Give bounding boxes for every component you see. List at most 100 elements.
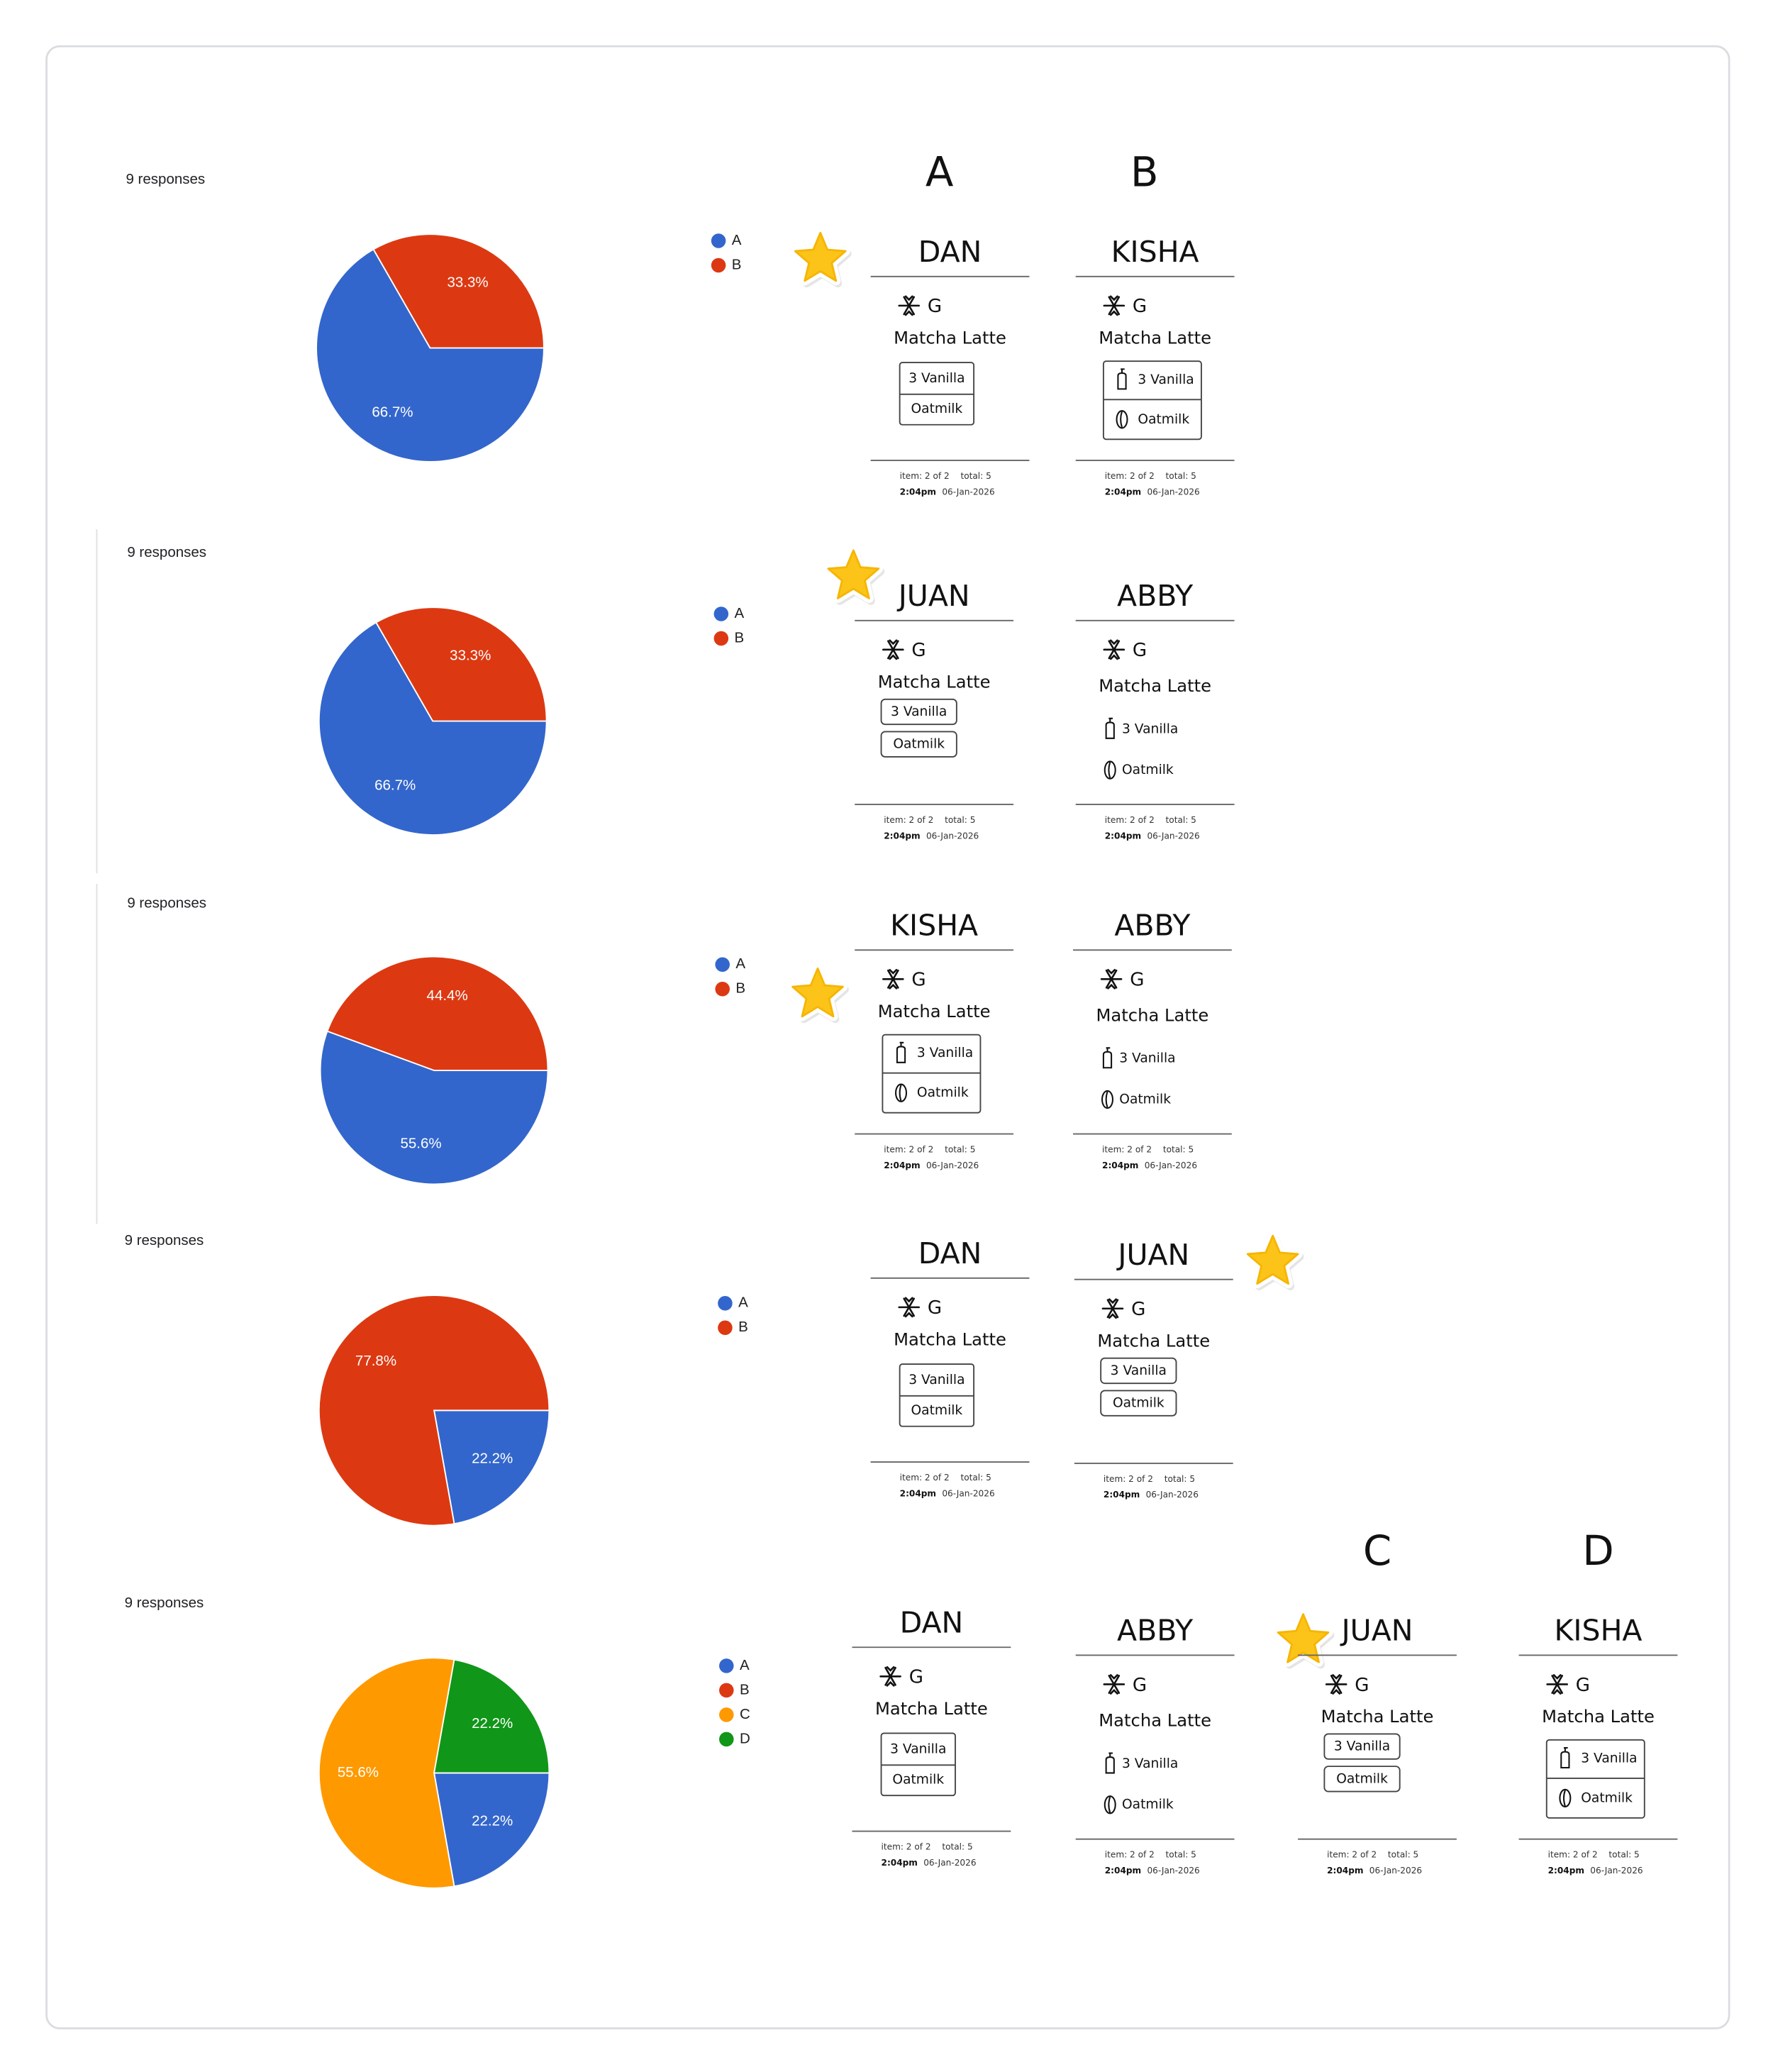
snowflake-tip [1109, 654, 1118, 660]
modifier: 3 Vanilla [908, 371, 965, 386]
customer-name: KISHA [890, 909, 978, 943]
modifier: Oatmilk [917, 1085, 969, 1100]
snowflake-icon [1103, 1674, 1126, 1695]
snowflake-icon [879, 1666, 901, 1687]
snowflake-arm [1108, 640, 1121, 660]
snowflake-tip [1332, 1674, 1341, 1680]
snowflake-tip [1109, 639, 1118, 646]
star [794, 231, 847, 282]
pie-slice [372, 233, 545, 349]
chart-subtitle: 9 responses [127, 894, 206, 911]
customer-name: ABBY [1117, 579, 1194, 613]
snowflake-tip [889, 654, 898, 660]
snowflake-arm [1105, 969, 1118, 989]
legend-swatch [715, 982, 730, 997]
modifier: Oatmilk [1122, 763, 1174, 777]
snowflake-icon [898, 1297, 921, 1318]
order-time: 2:04pm [900, 1488, 936, 1498]
column-header: B [1130, 148, 1159, 196]
item-count: item: 2 of 2 [900, 1473, 950, 1483]
modifier-pill [1100, 1390, 1177, 1417]
modifier: 3 Vanilla [1122, 1756, 1178, 1771]
snowflake-tip [1107, 983, 1116, 990]
modifier: 3 Vanilla [1334, 1739, 1390, 1754]
customer-name: KISHA [1111, 235, 1199, 269]
order-total: total: 5 [1388, 1850, 1418, 1860]
item-count: item: 2 of 2 [884, 815, 933, 825]
modifier: 3 Vanilla [1111, 1363, 1167, 1378]
legend-swatch [719, 1683, 734, 1698]
snowflake-tip [1107, 968, 1116, 975]
legend-label: D [740, 1730, 750, 1746]
milk-icon-line [1108, 1796, 1111, 1813]
snowflake-icon [1101, 1298, 1124, 1319]
slice-label: 55.6% [338, 1764, 379, 1780]
milk-icon-line [1108, 762, 1111, 779]
temperature: G [1355, 1675, 1369, 1696]
legend-label: A [735, 955, 745, 972]
slice-label: 44.4% [427, 987, 468, 1004]
drink-name: Matcha Latte [878, 671, 991, 692]
modifier: Oatmilk [893, 737, 945, 752]
order-date: 06-Jan-2026 [942, 1488, 994, 1498]
customer-name: DAN [900, 1606, 964, 1640]
snowflake-tip [1109, 1689, 1118, 1695]
pie-slice [318, 1295, 550, 1527]
snowflake-icon [898, 295, 921, 316]
snowflake-icon [1546, 1674, 1568, 1695]
order-date: 06-Jan-2026 [923, 1858, 976, 1868]
legend-label: B [735, 980, 745, 997]
syrup-icon [1105, 1752, 1115, 1774]
modifier: Oatmilk [1122, 1797, 1174, 1812]
temperature: G [928, 1297, 942, 1319]
order-time: 2:04pm [1327, 1866, 1363, 1876]
chart-subtitle: 9 responses [125, 1595, 204, 1611]
modifier: Oatmilk [1119, 1092, 1171, 1107]
snowflake-tip [889, 639, 898, 646]
order-date: 06-Jan-2026 [1145, 1160, 1197, 1170]
customer-name: JUAN [1116, 1238, 1189, 1272]
order-time: 2:04pm [884, 1160, 920, 1170]
pie-slice [433, 1658, 550, 1774]
item-count: item: 2 of 2 [1548, 1850, 1598, 1860]
modifier: Oatmilk [1113, 1396, 1165, 1411]
order-total: total: 5 [1166, 471, 1196, 481]
snowflake-tip [1332, 1689, 1341, 1695]
order-time: 2:04pm [1105, 1866, 1141, 1876]
milk-icon [1104, 760, 1116, 780]
item-count: item: 2 of 2 [900, 471, 950, 481]
pie-slice [316, 248, 545, 462]
item-count: item: 2 of 2 [1105, 815, 1155, 825]
order-total: total: 5 [960, 1473, 991, 1483]
snowflake-icon [1103, 639, 1126, 660]
snowflake-tip [904, 310, 913, 316]
order-total: total: 5 [945, 815, 975, 825]
temperature: G [928, 296, 942, 317]
legend-label: A [732, 232, 742, 248]
order-time: 2:04pm [882, 1858, 918, 1868]
order-total: total: 5 [1166, 1850, 1196, 1860]
drink-name: Matcha Latte [1321, 1706, 1434, 1727]
modifier-pill [1323, 1733, 1401, 1760]
order-date: 06-Jan-2026 [942, 487, 994, 497]
modifier: 3 Vanilla [1122, 721, 1178, 736]
item-count: item: 2 of 2 [1105, 1850, 1155, 1860]
snowflake-tip [1109, 310, 1118, 316]
legend-swatch [718, 1320, 733, 1336]
snowflake-tip [886, 1680, 895, 1687]
item-count: item: 2 of 2 [1102, 1144, 1152, 1154]
star [1277, 1613, 1330, 1663]
slice-label: 66.7% [374, 777, 416, 794]
chart-subtitle: 9 responses [126, 171, 205, 187]
modifier: Oatmilk [1581, 1790, 1633, 1805]
column-header: C [1363, 1527, 1391, 1575]
slice-label: 22.2% [472, 1451, 513, 1467]
snowflake-arm [903, 1297, 916, 1317]
milk-icon [1559, 1788, 1572, 1808]
milk-icon-line [899, 1085, 902, 1102]
modifier: Oatmilk [911, 1403, 963, 1418]
snowflake-tip [1109, 295, 1118, 301]
snowflake-tip [889, 983, 898, 990]
legend-swatch [719, 1732, 734, 1747]
legend-swatch [719, 1707, 734, 1722]
